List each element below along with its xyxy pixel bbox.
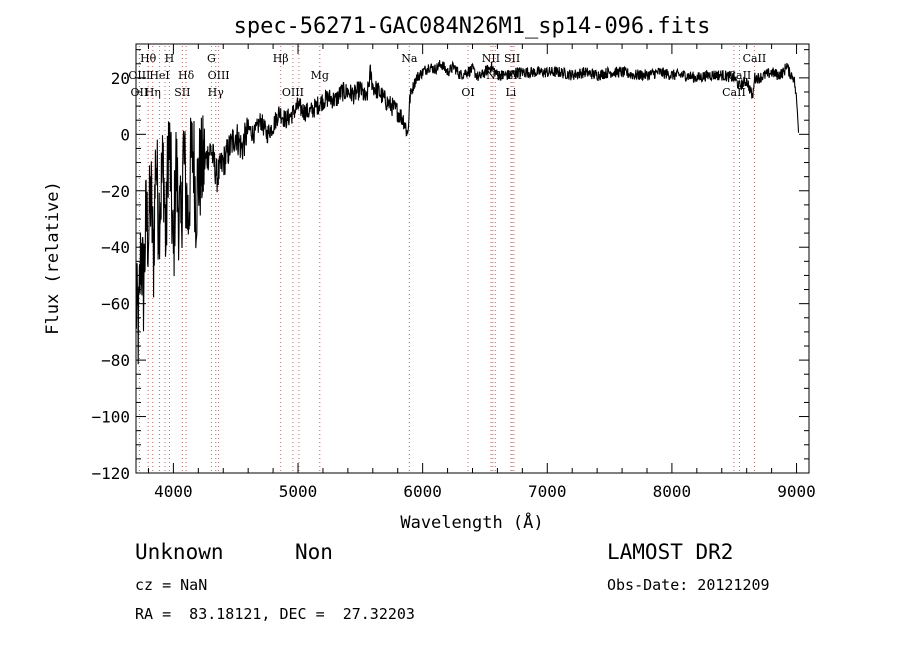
- y-tick-label: −60: [101, 295, 130, 314]
- x-tick-label: 7000: [528, 482, 567, 501]
- line-label: Hδ: [178, 69, 195, 82]
- line-label: SII: [174, 86, 190, 99]
- line-label: G: [207, 52, 216, 65]
- line-label: Hθ: [140, 52, 157, 65]
- subclass-label: Non: [295, 540, 333, 564]
- x-axis: 4000 5000 6000 7000 8000 9000: [147, 44, 816, 501]
- y-axis: −120 −100 −80 −60 −40 −20 0 20: [91, 49, 809, 483]
- y-axis-label: Flux (relative): [43, 181, 63, 335]
- y-tick-label: −100: [91, 408, 130, 427]
- y-tick-label: 0: [120, 125, 130, 144]
- y-tick-label: −80: [101, 351, 130, 370]
- spectrum-line: [135, 60, 800, 365]
- line-label: OI: [461, 86, 474, 99]
- line-label: CaII: [722, 86, 746, 99]
- y-tick-label: −40: [101, 238, 130, 257]
- line-label: Hη: [145, 86, 161, 99]
- line-label: OIII: [208, 69, 230, 82]
- chart-title: spec-56271-GAC084N26M1_sp14-096.fits: [234, 14, 711, 39]
- cz-value: cz = NaN: [135, 576, 208, 594]
- line-label: HeI: [149, 69, 169, 82]
- x-tick-label: 6000: [403, 482, 442, 501]
- line-label: H: [165, 52, 175, 65]
- line-label: OIII: [128, 69, 150, 82]
- obs-date: Obs-Date: 20121209: [607, 576, 770, 594]
- line-label: Na: [401, 52, 418, 65]
- coordinates: RA = 83.18121, DEC = 27.32203: [135, 605, 415, 623]
- y-tick-label: 20: [111, 69, 130, 88]
- line-label: CaII: [743, 52, 767, 65]
- x-tick-label: 4000: [154, 482, 193, 501]
- line-label: OIII: [282, 86, 304, 99]
- line-label: Hβ: [273, 52, 289, 65]
- line-label: Mg: [311, 69, 329, 82]
- y-tick-label: −120: [91, 464, 130, 483]
- x-tick-label: 8000: [653, 482, 692, 501]
- plot-frame: [135, 43, 810, 474]
- line-label: OII: [131, 86, 149, 99]
- line-label: Hγ: [208, 86, 225, 99]
- line-label: Li: [505, 86, 516, 99]
- line-markers: [138, 46, 755, 473]
- x-tick-label: 5000: [279, 482, 318, 501]
- class-label: Unknown: [135, 540, 224, 564]
- y-tick-label: −20: [101, 182, 130, 201]
- line-label: SII: [504, 52, 520, 65]
- x-tick-label: 9000: [777, 482, 816, 501]
- x-axis-label: Wavelength (Å): [400, 511, 543, 533]
- survey-label: LAMOST DR2: [607, 540, 734, 564]
- line-label: NII: [482, 52, 500, 65]
